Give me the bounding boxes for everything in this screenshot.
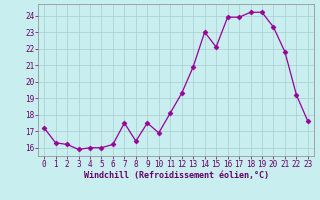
X-axis label: Windchill (Refroidissement éolien,°C): Windchill (Refroidissement éolien,°C)	[84, 171, 268, 180]
